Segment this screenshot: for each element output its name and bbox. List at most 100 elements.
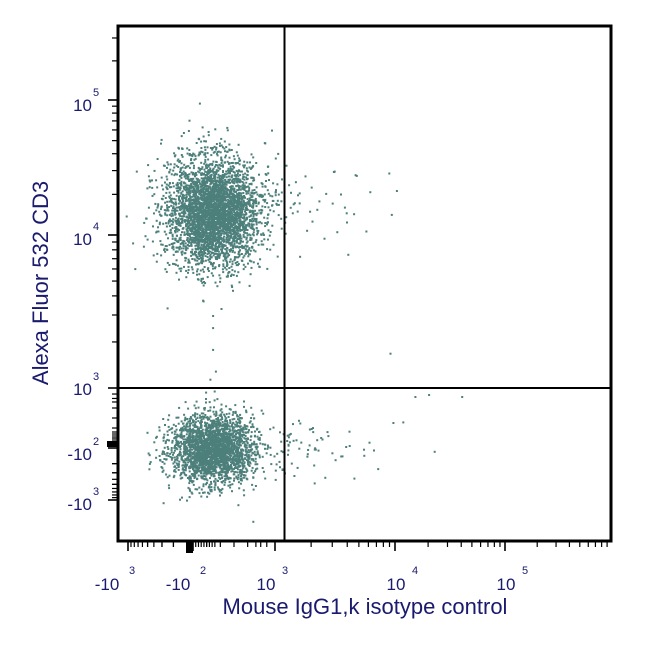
data-point: [218, 194, 221, 197]
data-point: [174, 201, 177, 204]
data-point: [206, 176, 209, 179]
data-point: [248, 465, 251, 467]
data-point: [185, 165, 188, 168]
data-point: [206, 434, 208, 437]
data-point: [206, 479, 209, 482]
data-point: [209, 147, 212, 149]
data-point: [230, 201, 233, 203]
data-point: [231, 460, 234, 463]
data-point: [202, 453, 205, 456]
data-point: [242, 195, 245, 198]
data-point: [216, 221, 219, 224]
data-point: [230, 284, 233, 287]
data-point: [168, 428, 171, 431]
data-point: [233, 417, 236, 420]
data-point: [189, 205, 192, 207]
data-point: [223, 193, 226, 196]
data-point: [196, 216, 198, 218]
data-point: [200, 174, 203, 176]
data-point: [194, 247, 197, 250]
data-point: [187, 191, 190, 193]
data-point: [196, 255, 199, 258]
data-point: [165, 473, 168, 476]
data-point: [188, 153, 191, 155]
data-point: [205, 140, 207, 143]
data-point: [182, 206, 185, 209]
data-point: [215, 190, 218, 193]
data-point: [188, 245, 191, 247]
data-point: [209, 234, 212, 237]
data-point: [198, 214, 200, 217]
data-point: [221, 193, 224, 196]
data-point: [213, 214, 216, 217]
data-point: [188, 240, 191, 243]
data-point: [203, 231, 206, 234]
data-point: [200, 140, 203, 143]
data-point: [272, 182, 275, 185]
data-point: [161, 461, 164, 463]
data-point: [197, 216, 200, 219]
data-point: [202, 202, 205, 205]
data-point: [229, 210, 232, 213]
data-point: [164, 250, 167, 253]
data-point: [192, 271, 195, 274]
data-point: [239, 211, 242, 214]
data-point: [201, 184, 204, 186]
data-point: [193, 413, 196, 416]
data-point: [226, 126, 229, 129]
data-point: [250, 214, 253, 217]
data-point: [229, 461, 232, 464]
data-point: [209, 254, 212, 257]
data-point: [167, 222, 170, 225]
data-point: [178, 224, 181, 227]
data-point: [196, 181, 199, 184]
data-point: [183, 443, 186, 446]
data-point: [203, 465, 206, 468]
data-point: [239, 482, 242, 485]
data-point: [267, 192, 270, 195]
data-point: [213, 488, 216, 491]
data-point: [336, 231, 339, 234]
data-point: [178, 214, 181, 217]
data-point: [202, 215, 205, 218]
data-point: [216, 164, 219, 167]
data-point: [209, 201, 211, 204]
data-point: [246, 229, 249, 231]
data-point: [182, 200, 185, 203]
data-point: [179, 270, 182, 273]
data-point: [231, 225, 233, 228]
data-point: [189, 416, 192, 418]
data-point: [181, 241, 184, 244]
data-point: [258, 265, 261, 268]
data-point: [181, 227, 184, 230]
data-point: [163, 453, 166, 455]
data-point: [178, 220, 180, 223]
data-point: [165, 245, 168, 248]
data-point: [214, 206, 217, 209]
data-point: [195, 244, 198, 247]
data-point: [243, 424, 246, 427]
data-point: [200, 211, 203, 214]
data-point: [225, 259, 228, 262]
data-point: [203, 191, 206, 194]
data-point: [207, 192, 210, 195]
data-point: [185, 257, 188, 260]
data-point: [214, 252, 217, 255]
data-point: [248, 202, 251, 205]
data-point: [193, 218, 196, 221]
data-point: [208, 450, 211, 453]
data-point: [215, 152, 218, 155]
data-point: [196, 184, 199, 187]
data-point: [164, 245, 167, 247]
data-point: [272, 243, 275, 246]
data-point: [220, 178, 223, 180]
data-point: [259, 212, 262, 215]
data-point: [212, 267, 214, 270]
data-point: [190, 457, 193, 460]
data-point: [251, 217, 254, 220]
data-point: [234, 162, 237, 165]
data-point: [208, 258, 211, 261]
data-point: [269, 446, 272, 449]
data-point: [196, 231, 199, 234]
data-point: [193, 226, 196, 229]
